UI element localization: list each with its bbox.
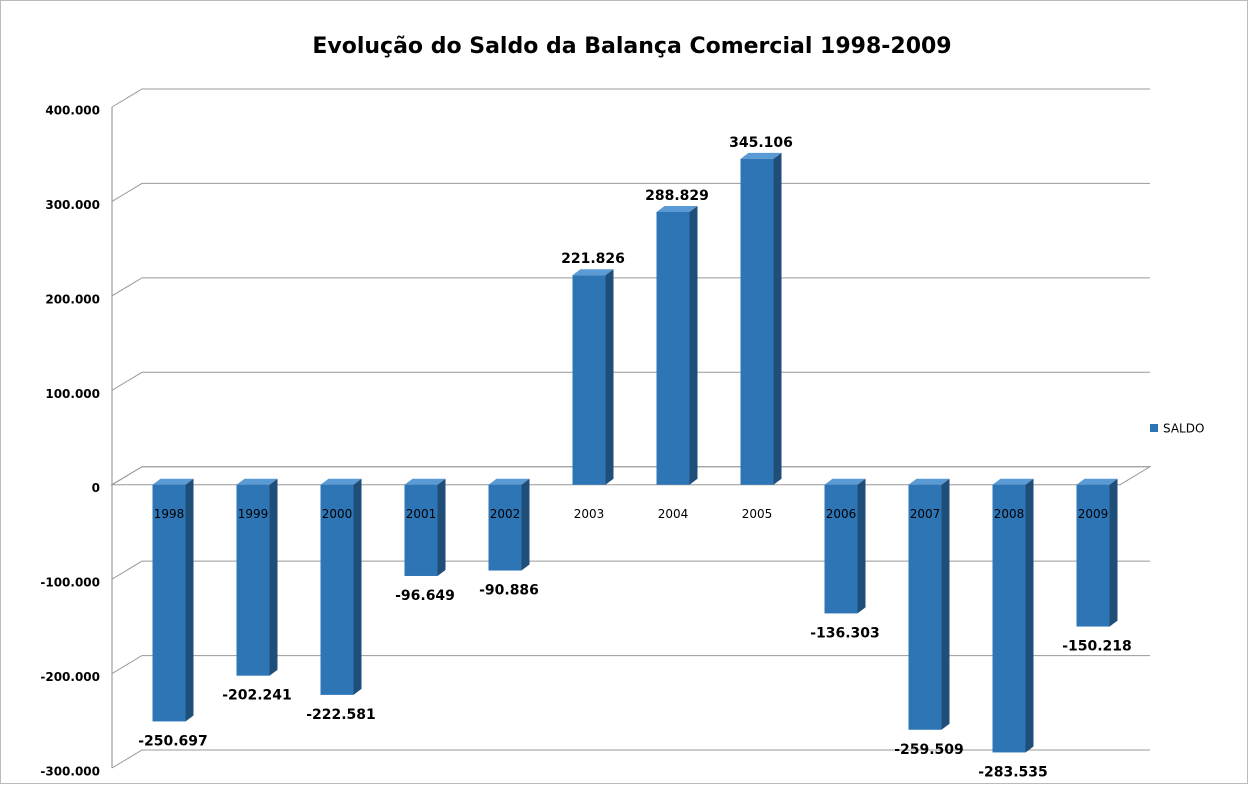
data-label: -283.535 bbox=[978, 764, 1048, 780]
bar-side bbox=[521, 478, 530, 571]
bar bbox=[656, 211, 690, 485]
data-label: -150.218 bbox=[1062, 639, 1132, 655]
bar-side bbox=[773, 152, 782, 485]
bar-side bbox=[437, 478, 446, 576]
bar bbox=[320, 484, 354, 695]
x-tick-label: 2002 bbox=[490, 507, 521, 521]
bar bbox=[992, 484, 1026, 753]
bar-side bbox=[1109, 478, 1118, 627]
y-tick-label: 200.000 bbox=[45, 292, 100, 306]
bar bbox=[404, 484, 438, 576]
data-label: 221.826 bbox=[561, 251, 625, 267]
data-label: -202.241 bbox=[222, 688, 292, 704]
data-label: 345.106 bbox=[729, 135, 793, 151]
bar-side bbox=[689, 205, 698, 485]
y-tick-label: -300.000 bbox=[40, 765, 100, 779]
bar bbox=[740, 158, 774, 485]
legend-swatch bbox=[1150, 424, 1158, 432]
bar bbox=[1076, 484, 1110, 627]
x-tick-label: 2009 bbox=[1078, 507, 1109, 521]
bar-top bbox=[320, 478, 362, 485]
y-tick-label: -200.000 bbox=[40, 670, 100, 684]
bar-top bbox=[992, 478, 1034, 485]
bar bbox=[572, 275, 606, 485]
bar-top bbox=[488, 478, 530, 485]
bar bbox=[152, 484, 186, 722]
bar-side bbox=[1025, 478, 1034, 753]
x-tick-label: 1999 bbox=[238, 507, 269, 521]
grid-line bbox=[111, 655, 1150, 675]
x-tick-label: 2005 bbox=[742, 507, 773, 521]
grid-line bbox=[111, 182, 1150, 202]
bar bbox=[908, 484, 942, 730]
data-label: -90.886 bbox=[479, 583, 539, 599]
bar-side bbox=[185, 478, 194, 722]
chart-title: Evolução do Saldo da Balança Comercial 1… bbox=[312, 34, 951, 59]
data-label: -250.697 bbox=[138, 733, 208, 749]
bar-top bbox=[572, 269, 614, 276]
bar-top bbox=[1076, 478, 1118, 485]
bar-top bbox=[824, 478, 866, 485]
data-label: -259.509 bbox=[894, 742, 964, 758]
bar-side bbox=[605, 269, 614, 485]
grid-line bbox=[111, 749, 1150, 769]
y-tick-label: 100.000 bbox=[45, 387, 100, 401]
grid-line bbox=[111, 88, 1150, 108]
y-tick-label: 0 bbox=[92, 481, 100, 495]
bar-side bbox=[857, 478, 866, 614]
data-label: -96.649 bbox=[395, 588, 455, 604]
bar-top bbox=[656, 205, 698, 212]
grid-line bbox=[111, 560, 1150, 580]
data-label: 288.829 bbox=[645, 188, 709, 204]
bar-top bbox=[236, 478, 278, 485]
x-tick-label: 2000 bbox=[322, 507, 353, 521]
bar-top bbox=[404, 478, 446, 485]
legend-label: SALDO bbox=[1163, 422, 1204, 436]
bar-top bbox=[908, 478, 950, 485]
x-tick-label: 2007 bbox=[910, 507, 941, 521]
x-tick-label: 2008 bbox=[994, 507, 1025, 521]
x-tick-label: 2004 bbox=[658, 507, 689, 521]
grid-line bbox=[111, 371, 1150, 391]
y-tick-label: -100.000 bbox=[40, 576, 100, 590]
bar bbox=[824, 484, 858, 614]
bar-side bbox=[269, 478, 278, 676]
data-label: -222.581 bbox=[306, 707, 376, 723]
grid-line bbox=[111, 466, 1150, 486]
bar bbox=[236, 484, 270, 676]
bar-top bbox=[740, 152, 782, 159]
y-tick-label: 300.000 bbox=[45, 198, 100, 212]
x-tick-label: 2001 bbox=[406, 507, 437, 521]
bar bbox=[488, 484, 522, 571]
bar-top bbox=[152, 478, 194, 485]
y-tick-label: 400.000 bbox=[45, 104, 100, 118]
data-label: -136.303 bbox=[810, 625, 880, 641]
x-tick-label: 2003 bbox=[574, 507, 605, 521]
x-tick-label: 2006 bbox=[826, 507, 857, 521]
bar-side bbox=[353, 478, 362, 695]
bar-side bbox=[941, 478, 950, 730]
grid-line bbox=[111, 277, 1150, 297]
x-tick-label: 1998 bbox=[154, 507, 185, 521]
